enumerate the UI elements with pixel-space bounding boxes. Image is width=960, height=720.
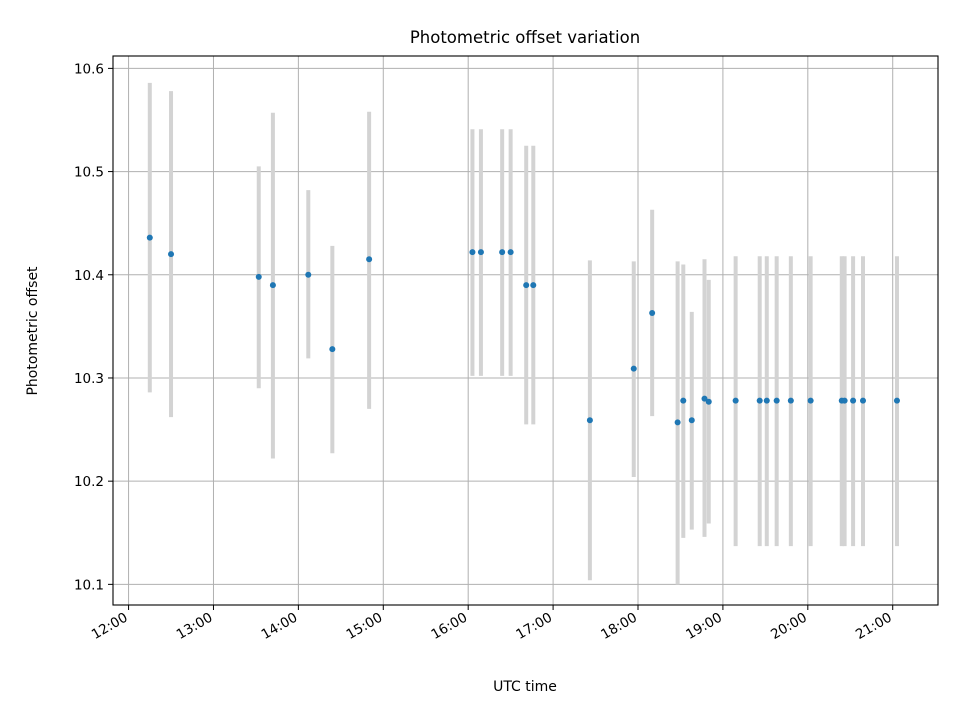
data-point <box>507 249 514 256</box>
data-point <box>674 419 681 426</box>
data-point <box>469 249 476 256</box>
y-axis-label: Photometric offset <box>25 266 41 396</box>
y-tick-label: 10.2 <box>74 474 104 490</box>
plot-frame <box>112 55 939 606</box>
data-point <box>499 249 506 256</box>
chart-title: Photometric offset variation <box>410 28 640 47</box>
y-tick-label: 10.5 <box>74 165 104 181</box>
data-point <box>773 397 780 404</box>
y-axis: 10.1 10.2 10.3 10.4 10.5 10.6 <box>74 61 113 593</box>
data-point <box>850 397 857 404</box>
data-point <box>329 346 336 353</box>
data-point <box>893 397 900 404</box>
data-point <box>680 397 687 404</box>
data-point <box>860 397 866 404</box>
data-point <box>269 282 276 289</box>
y-tick-label: 10.4 <box>74 268 104 284</box>
y-tick-label: 10.1 <box>74 577 104 593</box>
x-axis-label: UTC time <box>493 679 557 695</box>
data-point <box>146 234 153 241</box>
data-point <box>586 417 593 424</box>
data-point <box>649 309 656 316</box>
data-point <box>787 397 794 404</box>
y-tick-label: 10.6 <box>74 61 104 77</box>
data-point <box>701 395 708 402</box>
data-point <box>305 271 312 278</box>
data-point <box>756 397 763 404</box>
data-point <box>630 365 637 372</box>
y-tick-label: 10.3 <box>74 371 104 387</box>
data-point <box>366 256 373 263</box>
data-point <box>168 251 175 258</box>
data-point <box>523 282 530 289</box>
data-point <box>530 282 537 289</box>
data-points <box>146 234 900 426</box>
data-point <box>807 397 814 404</box>
data-point <box>688 417 695 424</box>
data-point <box>732 397 739 404</box>
data-point <box>841 397 848 404</box>
data-point <box>763 397 770 404</box>
data-point <box>255 273 262 280</box>
data-point <box>477 249 484 256</box>
data-point <box>705 398 712 405</box>
